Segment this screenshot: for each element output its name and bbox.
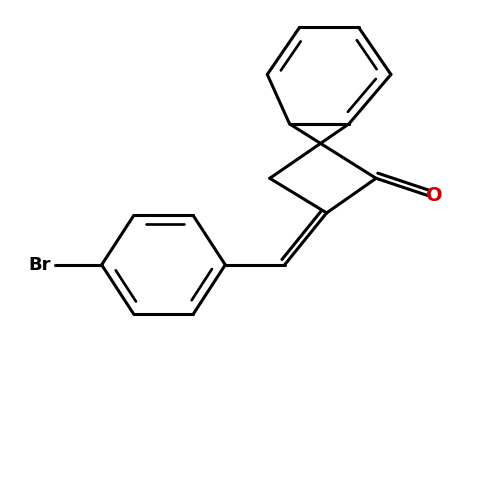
Text: Br: Br xyxy=(28,256,51,274)
Text: O: O xyxy=(426,186,442,205)
